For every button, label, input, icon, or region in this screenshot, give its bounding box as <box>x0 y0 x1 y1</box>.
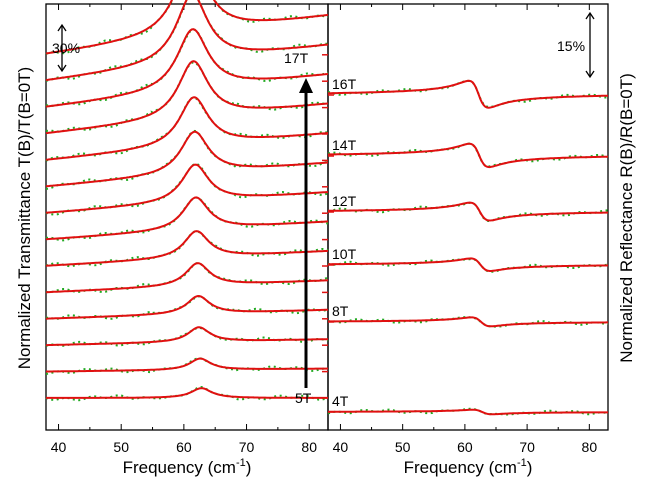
x-tick-label: 50 <box>395 439 411 455</box>
right-panel-frame <box>327 3 609 431</box>
x-tick-label: 60 <box>176 439 192 455</box>
field-label-4T: 4T <box>332 393 349 409</box>
field-label-8T: 8T <box>332 303 349 319</box>
fit-reflectance-curve <box>328 316 608 328</box>
measured-transmittance-curve <box>45 295 329 320</box>
left-scale-label: 30% <box>52 40 80 56</box>
x-tick-label: 50 <box>113 439 129 455</box>
field-arrow <box>299 78 313 388</box>
x-tick-label: 80 <box>301 439 317 455</box>
fit-transmittance-curve <box>46 357 329 373</box>
field-label-12T: 12T <box>332 193 357 209</box>
fit-transmittance-curve <box>45 196 329 241</box>
x-tick-label: 40 <box>333 439 349 455</box>
fit-transmittance-curve <box>45 0 329 82</box>
measured-reflectance-curve <box>327 201 609 222</box>
fit-reflectance-curve <box>328 201 608 222</box>
fit-reflectance-curve <box>328 257 609 272</box>
right-scale-label: 15% <box>557 38 585 54</box>
field-label-14T: 14T <box>332 137 357 153</box>
fit-transmittance-curve <box>46 326 329 347</box>
x-tick-label: 60 <box>457 439 473 455</box>
fit-transmittance-curve <box>45 262 329 294</box>
right-scale-bar: 15% <box>557 11 595 79</box>
fit-reflectance-curve <box>328 79 608 109</box>
left-x-axis: 40 50 60 70 80 <box>51 4 317 455</box>
right-x-axis: 40 50 60 70 80 <box>333 4 598 455</box>
field-label-17T: 17T <box>284 50 309 66</box>
x-tick-label: 40 <box>51 439 67 455</box>
fit-transmittance-curve <box>45 163 329 214</box>
fit-transmittance-curve <box>45 28 329 108</box>
field-label-10T: 10T <box>332 246 357 262</box>
fit-reflectance-curve <box>327 142 608 169</box>
x-tick-label: 70 <box>239 439 255 455</box>
fit-transmittance-curve <box>45 294 329 320</box>
fit-transmittance-curve <box>45 0 329 55</box>
fit-transmittance-curve <box>45 96 329 161</box>
fit-transmittance-curve <box>45 130 329 188</box>
right-x-axis-label: Frequency (cm-1) <box>404 457 533 477</box>
x-tick-label: 70 <box>519 439 535 455</box>
left-y-axis-label: Normalized Transmittance T(B)/T(B=0T) <box>15 67 34 369</box>
field-label-5T: 5T <box>295 390 312 406</box>
left-x-axis-label: Frequency (cm-1) <box>123 457 252 477</box>
right-y-axis-label: Normalized Reflectance R(B)/R(B=0T) <box>617 73 636 363</box>
x-tick-label: 80 <box>582 439 598 455</box>
fit-transmittance-curve <box>46 387 328 399</box>
left-scale-bar: 30% <box>52 23 80 73</box>
measured-reflectance-curve <box>327 79 609 108</box>
measured-reflectance-curve <box>327 142 609 168</box>
left-series-group <box>45 0 329 402</box>
measured-transmittance-curve <box>45 196 329 242</box>
measured-transmittance-curve <box>45 261 329 294</box>
fit-reflectance-curve <box>328 408 608 416</box>
right-series-group: 4T 8T 10T 12T 14T 16T <box>327 76 609 416</box>
fit-transmittance-curve <box>45 230 329 267</box>
field-label-16T: 16T <box>332 76 357 92</box>
fit-transmittance-curve <box>45 60 329 135</box>
